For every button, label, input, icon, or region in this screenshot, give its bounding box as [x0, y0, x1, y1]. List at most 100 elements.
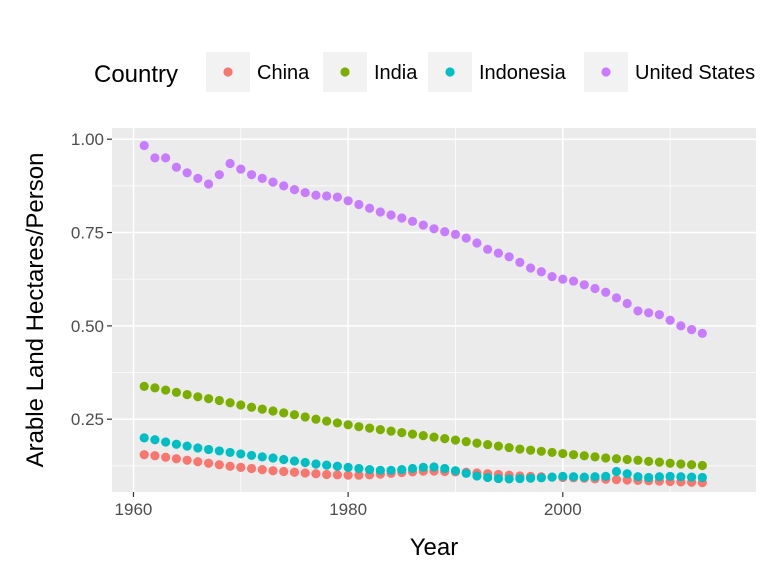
data-point-united-states	[676, 321, 686, 331]
data-point-india	[236, 400, 246, 410]
data-point-indonesia	[622, 469, 632, 479]
data-point-china	[343, 470, 353, 480]
data-point-india	[504, 442, 514, 453]
data-point-india	[633, 455, 643, 465]
data-point-india	[536, 446, 546, 456]
data-point-united-states	[311, 190, 321, 200]
data-point-indonesia	[611, 466, 622, 477]
data-point-china	[322, 469, 332, 480]
data-point-united-states	[526, 263, 536, 273]
legend-label: India	[374, 62, 418, 84]
data-point-indonesia	[322, 460, 332, 470]
data-point-indonesia	[407, 463, 418, 474]
data-point-united-states	[622, 298, 632, 309]
data-point-indonesia	[354, 463, 364, 474]
data-point-china	[214, 460, 224, 470]
data-point-india	[365, 423, 375, 433]
data-point-china	[268, 466, 278, 476]
data-point-indonesia	[375, 465, 385, 475]
series-indonesia	[139, 433, 707, 484]
data-point-indonesia	[440, 463, 450, 474]
data-point-india	[182, 389, 192, 400]
data-point-united-states	[483, 244, 493, 254]
data-point-india	[483, 439, 493, 450]
data-point-india	[332, 418, 342, 428]
data-point-united-states	[182, 168, 192, 178]
data-point-indonesia	[526, 473, 536, 483]
legend-label: United States	[635, 62, 755, 84]
data-point-china	[171, 454, 181, 464]
data-point-india	[676, 459, 686, 469]
data-point-india	[246, 402, 257, 412]
grid-major	[112, 128, 756, 492]
y-tick-label: 1.00	[71, 130, 104, 149]
data-point-china	[279, 466, 289, 477]
data-point-united-states	[375, 207, 385, 217]
legend-item-india: India	[323, 52, 418, 92]
data-point-india	[461, 437, 471, 447]
data-point-united-states	[429, 224, 439, 234]
data-point-united-states	[601, 287, 611, 297]
data-point-indonesia	[150, 435, 160, 445]
data-point-indonesia	[236, 449, 246, 459]
legend-label: China	[257, 62, 310, 84]
data-point-china	[161, 452, 171, 462]
data-point-united-states	[365, 203, 375, 213]
data-point-united-states	[322, 191, 332, 201]
data-point-united-states	[461, 233, 471, 243]
y-axis-title: Arable Land Hectares/Person	[22, 153, 49, 468]
data-point-united-states	[472, 238, 482, 248]
data-point-china	[193, 457, 203, 467]
data-point-indonesia	[568, 472, 579, 482]
data-point-indonesia	[365, 465, 375, 475]
data-point-india	[354, 422, 364, 432]
data-point-indonesia	[343, 462, 353, 472]
data-point-india	[279, 408, 289, 418]
data-point-indonesia	[386, 465, 396, 475]
data-point-indonesia	[429, 462, 439, 472]
data-point-united-states	[279, 181, 289, 191]
data-point-indonesia	[547, 472, 557, 482]
data-point-india	[225, 398, 235, 408]
data-point-united-states	[343, 196, 353, 206]
data-point-india	[193, 392, 203, 402]
data-point-china	[150, 451, 160, 461]
data-point-india	[257, 404, 267, 414]
data-point-indonesia	[687, 472, 697, 482]
data-point-china	[236, 462, 246, 472]
data-point-china	[611, 475, 622, 485]
legend: Country China India Indonesia United States	[94, 52, 755, 92]
data-point-united-states	[268, 177, 278, 187]
data-point-india	[171, 387, 181, 397]
data-point-united-states	[397, 213, 407, 223]
data-point-china	[204, 458, 214, 468]
data-point-indonesia	[139, 433, 149, 443]
data-point-india	[493, 441, 503, 451]
data-point-indonesia	[300, 457, 310, 468]
data-point-united-states	[450, 229, 461, 239]
data-point-china	[257, 465, 267, 475]
y-tick-label: 0.75	[71, 224, 104, 243]
data-point-india	[150, 383, 160, 393]
data-point-united-states	[354, 199, 364, 210]
legend-item-united-states: United States	[584, 52, 755, 92]
data-point-united-states	[246, 170, 257, 180]
data-point-united-states	[139, 140, 149, 151]
x-tick-label: 1960	[115, 500, 153, 519]
data-point-india	[343, 420, 353, 430]
data-point-china	[332, 470, 342, 480]
data-point-indonesia	[182, 441, 192, 451]
data-point-india	[697, 460, 707, 471]
data-point-china	[289, 467, 300, 477]
data-point-india	[386, 426, 396, 436]
data-point-indonesia	[654, 472, 665, 482]
data-point-indonesia	[268, 453, 278, 463]
data-point-united-states	[579, 280, 589, 290]
data-point-united-states	[633, 306, 643, 316]
data-point-india	[418, 431, 428, 441]
data-point-indonesia	[279, 454, 289, 465]
data-point-china	[311, 469, 321, 479]
data-point-india	[558, 448, 568, 459]
data-point-india	[322, 416, 332, 426]
data-point-united-states	[289, 185, 300, 195]
